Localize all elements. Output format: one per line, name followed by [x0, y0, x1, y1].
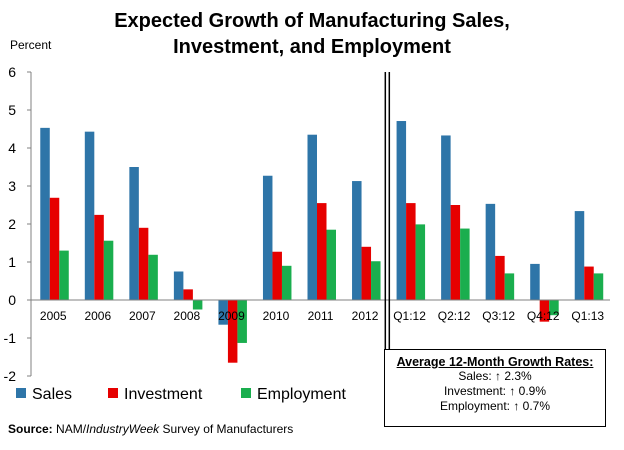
y-tick-label: 5: [8, 102, 16, 118]
bar-employment-Q3-12: [504, 273, 515, 300]
x-tick-label: 2008: [174, 309, 201, 323]
source-note: Source: NAM/IndustryWeek Survey of Manuf…: [8, 422, 293, 436]
bar-investment-2008: [183, 289, 193, 300]
bar-sales-2009: [218, 300, 228, 325]
bar-investment-Q3-12: [495, 255, 505, 300]
y-tick-label: 0: [8, 292, 16, 308]
y-tick-label: 6: [8, 64, 16, 80]
bar-investment-Q1-12: [406, 203, 416, 300]
info-box-heading: Average 12-Month Growth Rates:: [396, 355, 594, 369]
bar-employment-2005: [59, 250, 69, 300]
x-tick-label: 2009: [218, 309, 245, 323]
source-suffix: Survey of Manufacturers: [159, 422, 294, 436]
bar-investment-2010: [272, 251, 282, 300]
y-tick-label: 3: [8, 178, 16, 194]
legend-label: Investment: [124, 386, 203, 403]
y-tick-label: -1: [4, 330, 17, 346]
legend-swatch: [241, 388, 251, 398]
info-box-sales: Sales: ↑ 2.3%: [458, 369, 532, 383]
x-tick-label: Q4:12: [527, 309, 560, 323]
x-tick-label: 2011: [308, 309, 334, 323]
bar-sales-2010: [262, 175, 273, 300]
bar-investment-2009: [227, 300, 238, 363]
legend-label: Employment: [257, 386, 346, 403]
y-tick-label: 4: [8, 140, 16, 156]
bar-employment-2011: [326, 229, 336, 300]
bar-investment-Q4-12: [539, 300, 550, 322]
bar-investment-2012: [361, 246, 372, 300]
bar-investment-2007: [138, 227, 149, 300]
bar-employment-2009: [237, 300, 247, 343]
x-tick-label: Q1:13: [571, 309, 604, 323]
x-tick-label: Q2:12: [438, 309, 471, 323]
bar-employment-Q1-12: [415, 224, 426, 300]
bar-sales-Q1-12: [396, 121, 407, 301]
bar-employment-Q2-12: [460, 228, 470, 300]
bar-investment-Q1-13: [584, 266, 594, 300]
bar-investment-2005: [49, 197, 60, 300]
bar-sales-Q2-12: [441, 135, 451, 300]
legend-item-investment: Investment: [108, 386, 202, 404]
y-tick-label: 1: [8, 254, 16, 270]
legend-swatch: [108, 388, 118, 398]
y-tick-label: -2: [4, 368, 17, 384]
bar-sales-2012: [352, 181, 362, 300]
x-tick-label: 2010: [263, 309, 290, 323]
x-tick-label: Q1:12: [393, 309, 426, 323]
chart-title-line1: Expected Growth of Manufacturing Sales,: [114, 10, 510, 32]
bar-sales-2008: [173, 271, 184, 300]
info-box-investment: Investment: ↑ 0.9%: [443, 384, 547, 398]
bar-sales-2011: [307, 134, 317, 300]
source-label: Source:: [8, 422, 53, 436]
legend-item-sales: Sales: [16, 386, 72, 404]
chart-title: Expected Growth of Manufacturing Sales, …: [0, 8, 624, 60]
bar-sales-Q3-12: [485, 203, 496, 300]
chart-title-line2: Investment, and Employment: [173, 36, 451, 58]
bar-employment-2007: [148, 254, 158, 300]
bar-employment-2010: [281, 265, 292, 300]
source-italic: IndustryWeek: [86, 422, 160, 436]
bar-investment-Q2-12: [450, 205, 461, 300]
bar-employment-Q4-12: [549, 300, 559, 316]
legend-item-employment: Employment: [241, 386, 346, 404]
bar-investment-2011: [317, 203, 327, 300]
bar-sales-Q4-12: [530, 263, 540, 300]
x-tick-label: Q3:12: [482, 309, 515, 323]
bar-employment-2012: [371, 261, 381, 300]
x-tick-label: 2012: [352, 309, 379, 323]
info-box-employment: Employment: ↑ 0.7%: [439, 399, 551, 413]
legend-label: Sales: [32, 386, 73, 403]
bar-employment-Q1-13: [593, 273, 604, 300]
source-prefix: NAM/: [52, 422, 87, 436]
bar-employment-2006: [103, 240, 114, 300]
x-tick-label: 2006: [84, 309, 111, 323]
bar-sales-2007: [129, 167, 139, 300]
x-tick-label: 2007: [129, 309, 156, 323]
info-box: Average 12-Month Growth Rates: Sales: ↑ …: [384, 349, 606, 427]
bar-sales-2005: [40, 127, 50, 300]
legend-swatch: [16, 388, 26, 398]
bar-investment-2006: [94, 214, 104, 300]
x-tick-label: 2005: [40, 309, 67, 323]
bar-sales-Q1-13: [574, 211, 585, 300]
bar-employment-2008: [192, 300, 203, 310]
bar-sales-2006: [84, 131, 95, 300]
y-axis-label: Percent: [10, 38, 52, 52]
y-tick-label: 2: [8, 216, 16, 232]
